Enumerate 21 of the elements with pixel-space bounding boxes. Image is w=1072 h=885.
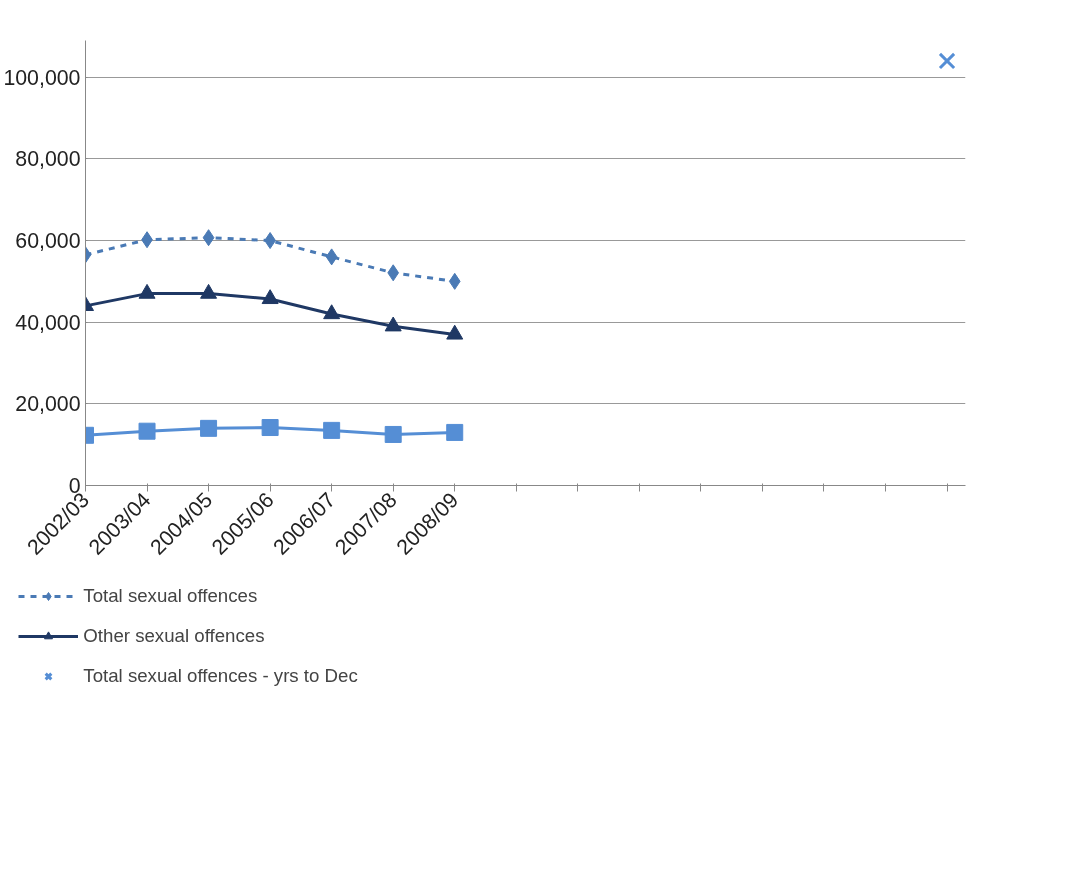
legend-label: Other sexual offences bbox=[83, 625, 265, 647]
point bbox=[446, 423, 464, 441]
y-tick-label: 80,000 bbox=[15, 147, 81, 172]
legend-label: Total sexual offences bbox=[83, 585, 258, 607]
legend-label: Total sexual offences - yrs to Dec bbox=[83, 665, 358, 687]
y-tick-label: 20,000 bbox=[15, 392, 81, 417]
point bbox=[387, 264, 400, 282]
point bbox=[448, 272, 461, 290]
point bbox=[261, 419, 279, 437]
y-tick-label: 100,000 bbox=[3, 65, 81, 90]
point bbox=[261, 289, 279, 305]
point bbox=[200, 419, 218, 437]
point bbox=[938, 52, 956, 70]
point bbox=[202, 229, 215, 247]
y-tick-label: 60,000 bbox=[15, 229, 81, 254]
y-tick-label: 40,000 bbox=[15, 310, 81, 335]
point bbox=[323, 304, 341, 320]
point bbox=[384, 425, 402, 443]
point bbox=[138, 422, 156, 440]
point bbox=[325, 248, 338, 266]
point bbox=[323, 421, 341, 439]
